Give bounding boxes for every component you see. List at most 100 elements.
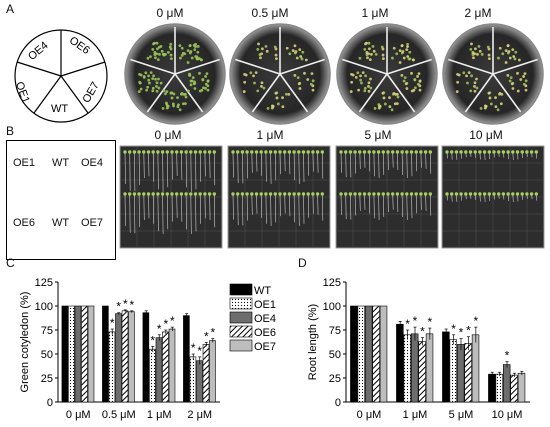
bar-oe1-3 — [449, 339, 457, 403]
round-plate-1 — [124, 23, 226, 125]
significance-marker: * — [428, 315, 433, 329]
legend-swatch-oe7 — [229, 339, 253, 352]
bar-oe1-3 — [149, 348, 156, 403]
legend-swatch-oe6 — [229, 325, 253, 338]
square-plate-1 — [119, 145, 223, 249]
bar-oe6-3 — [464, 343, 472, 403]
bar-wt-3 — [442, 331, 450, 403]
conc-a-2: 0.5 μM — [251, 6, 289, 20]
y-tick-label: 25 — [41, 373, 53, 385]
significance-marker: * — [170, 314, 175, 328]
bar-oe6-3 — [162, 331, 169, 403]
significance-marker: * — [191, 341, 196, 355]
bar-oe1-4 — [495, 373, 503, 403]
bar-wt-4 — [488, 373, 496, 403]
y-tick-label: 75 — [41, 325, 53, 337]
round-plate-4 — [442, 23, 544, 125]
bar-oe6-1 — [81, 305, 88, 403]
bar-oe7-4 — [517, 372, 526, 403]
significance-marker: * — [110, 316, 115, 330]
y-tick-label: 125 — [323, 277, 341, 289]
bar-oe1-2 — [108, 331, 116, 403]
legend-label-wt: WT — [254, 285, 271, 297]
panel-a-label: A — [6, 2, 15, 16]
conc-b-1: 0 μM — [154, 128, 182, 142]
bar-oe4-4 — [196, 360, 203, 403]
y-tick-label: 25 — [329, 373, 341, 385]
layout-b-wt1: WT — [52, 157, 70, 169]
legend-swatch-wt — [229, 283, 253, 296]
bar-wt-1 — [350, 305, 358, 403]
bar-oe6-2 — [418, 341, 426, 403]
x-tick-label: 0.5 μM — [102, 409, 136, 421]
significance-marker: * — [459, 326, 464, 340]
square-plate-2 — [227, 145, 331, 249]
bar-oe4-2 — [410, 333, 419, 403]
bar-oe4-2 — [115, 313, 122, 403]
square-plates-photos — [119, 145, 545, 249]
x-tick-label: 0 μM — [357, 409, 382, 421]
x-tick-label: 2 μM — [187, 409, 212, 421]
conc-a-4: 2 μM — [464, 6, 492, 20]
x-tick-label: 1 μM — [147, 409, 172, 421]
legend-swatch-oe4 — [229, 311, 253, 324]
bar-oe6-4 — [510, 374, 518, 403]
bar-oe1-2 — [403, 334, 411, 403]
significance-marker: * — [123, 297, 128, 311]
x-tick-label: 10 μM — [492, 409, 523, 421]
bar-oe1-1 — [68, 305, 75, 403]
round-plates-photos — [124, 23, 544, 125]
bar-oe6-2 — [121, 310, 129, 403]
conc-b-2: 1 μM — [256, 128, 284, 142]
layout-diagram-a: OE4 OE6 OE7 WT OE1 — [13, 29, 108, 123]
bar-oe4-3 — [456, 344, 465, 403]
bar-oe7-2 — [128, 311, 135, 403]
bar-oe7-2 — [425, 333, 434, 403]
y-tick-label: 75 — [329, 325, 341, 337]
legend-label-oe6: OE6 — [254, 327, 276, 339]
layout-b-oe4: OE4 — [81, 157, 104, 169]
layout-b-oe1: OE1 — [13, 157, 36, 169]
significance-marker: * — [204, 329, 209, 343]
conc-b-3: 5 μM — [364, 128, 392, 142]
significance-marker: * — [210, 326, 215, 340]
round-plate-2 — [229, 23, 331, 125]
round-plate-3 — [336, 23, 438, 125]
layout-b-oe7: OE7 — [81, 217, 104, 229]
bar-wt-4 — [183, 315, 190, 403]
significance-marker: * — [466, 324, 471, 338]
y-axis-label: Green cotyledon (%) — [19, 292, 31, 393]
bar-oe7-3 — [168, 328, 176, 403]
significance-marker: * — [420, 325, 425, 339]
panel-d-label: D — [298, 256, 307, 270]
bar-wt-3 — [142, 312, 150, 403]
layout-b-oe6: OE6 — [13, 217, 36, 229]
bar-oe1-4 — [189, 356, 197, 403]
y-tick-label: 50 — [41, 349, 53, 361]
y-tick-label: 125 — [35, 277, 53, 289]
y-tick-label: 50 — [329, 349, 341, 361]
legend-label-oe4: OE4 — [254, 313, 276, 325]
layout-b-wt2: WT — [52, 217, 70, 229]
significance-marker: * — [157, 322, 162, 336]
panel-b-label: B — [6, 124, 15, 138]
significance-marker: * — [129, 298, 134, 312]
bar-oe7-1 — [379, 305, 388, 403]
conc-a-3: 1 μM — [361, 6, 389, 20]
x-tick-label: 5 μM — [449, 409, 474, 421]
significance-marker: * — [451, 322, 456, 336]
significance-marker: * — [150, 333, 155, 347]
significance-marker: * — [413, 314, 418, 328]
bar-oe4-3 — [155, 337, 163, 403]
bar-wt-2 — [396, 323, 404, 403]
bar-oe4-4 — [502, 364, 511, 403]
significance-marker: * — [474, 314, 479, 328]
y-tick-label: 0 — [47, 397, 53, 409]
bar-oe4-1 — [364, 305, 373, 403]
significance-marker: * — [197, 344, 202, 358]
legend-label-oe7: OE7 — [254, 341, 276, 353]
square-plate-4 — [441, 145, 545, 249]
square-plate-3 — [335, 145, 439, 249]
x-tick-label: 0 μM — [66, 409, 91, 421]
